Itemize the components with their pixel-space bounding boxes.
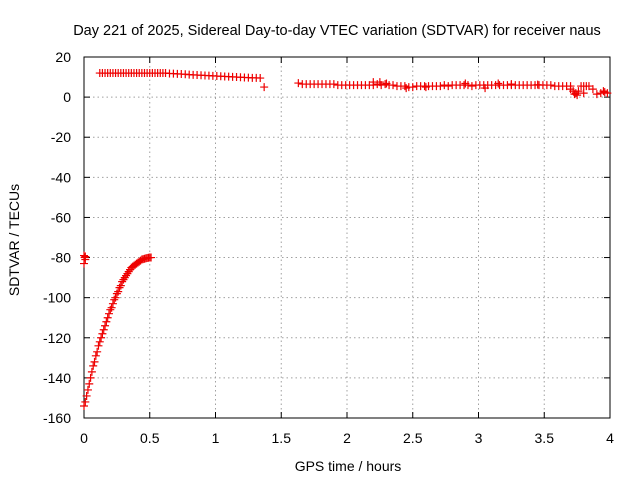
data-point-marker — [119, 275, 128, 284]
data-point-marker — [421, 83, 430, 92]
data-point-marker — [546, 81, 555, 90]
data-point-marker — [118, 277, 127, 286]
x-tick-label: 2.5 — [403, 430, 423, 446]
data-point-marker — [95, 337, 104, 346]
data-point-marker — [256, 74, 265, 83]
data-point-marker — [97, 333, 106, 342]
data-point-marker — [400, 82, 409, 91]
data-point-marker — [147, 253, 156, 262]
data-point-marker — [83, 385, 92, 394]
y-tick-label: 0 — [63, 89, 71, 105]
x-axis-label: GPS time / hours — [295, 458, 402, 474]
data-point-marker — [467, 82, 476, 91]
y-tick-label: -120 — [43, 330, 71, 346]
data-point-marker — [436, 82, 445, 91]
data-point-marker — [106, 305, 115, 314]
data-point-marker — [120, 273, 129, 282]
data-point-marker — [101, 321, 110, 330]
data-point-marker — [375, 78, 384, 87]
data-point-marker — [122, 271, 131, 280]
data-point-marker — [98, 329, 107, 338]
data-point-marker — [102, 317, 111, 326]
data-points — [80, 69, 612, 410]
data-point-marker — [104, 309, 113, 318]
y-axis-label: SDTVAR / TECUs — [6, 184, 22, 296]
data-point-marker — [94, 341, 103, 350]
data-point-marker — [408, 83, 417, 92]
x-tick-label: 3 — [475, 430, 483, 446]
x-tick-label: 4 — [606, 430, 614, 446]
data-point-marker — [124, 267, 133, 276]
x-tick-label: 0 — [80, 430, 88, 446]
data-point-marker — [86, 373, 95, 382]
data-point-marker — [107, 303, 116, 312]
data-point-marker — [90, 357, 99, 366]
data-point-marker — [533, 80, 542, 89]
data-point-marker — [81, 252, 90, 261]
data-point-marker — [115, 283, 124, 292]
gridlines — [84, 57, 610, 418]
data-point-marker — [579, 89, 588, 98]
data-point-marker — [114, 287, 123, 296]
data-point-marker — [260, 83, 269, 92]
data-point-marker — [440, 81, 449, 90]
x-tick-label: 3.5 — [535, 430, 555, 446]
y-tick-label: -40 — [51, 169, 71, 185]
data-point-marker — [444, 82, 453, 91]
data-point-marker — [110, 295, 119, 304]
data-point-marker — [599, 87, 608, 96]
data-point-marker — [592, 90, 601, 99]
y-tick-label: -60 — [51, 209, 71, 225]
data-point-marker — [89, 361, 98, 370]
y-tick-label: -140 — [43, 370, 71, 386]
data-point-marker — [91, 351, 100, 360]
data-point-marker — [461, 79, 470, 88]
data-point-marker — [80, 401, 88, 410]
data-point-marker — [103, 313, 112, 322]
data-point-marker — [123, 269, 132, 278]
data-point-marker — [381, 80, 390, 89]
data-point-marker — [566, 85, 575, 94]
data-point-marker — [507, 80, 516, 89]
data-point-marker — [80, 253, 89, 262]
plot-frame — [83, 56, 611, 419]
data-point-marker — [82, 391, 91, 400]
data-point-marker — [603, 89, 612, 98]
data-point-marker — [108, 299, 117, 308]
y-tick-label: -80 — [51, 250, 71, 266]
x-tick-label: 1.5 — [272, 430, 292, 446]
x-tick-label: 1 — [212, 430, 220, 446]
data-point-marker — [116, 281, 125, 290]
y-tick-label: -100 — [43, 290, 71, 306]
axes: 0 0.5 1 1.5 2 2.5 3 3.5 4 20 0 -20 -40 -60 -80 -100 -120… — [43, 49, 614, 446]
data-point-marker — [111, 293, 120, 302]
x-tick-label: 0.5 — [140, 430, 160, 446]
y-tick-label: 20 — [55, 49, 71, 65]
data-point-marker — [85, 379, 94, 388]
y-tick-label: -20 — [51, 129, 71, 145]
x-tick-label: 2 — [343, 430, 351, 446]
data-point-marker — [382, 79, 391, 88]
data-point-marker — [87, 367, 96, 376]
data-point-marker — [389, 81, 398, 90]
data-point-marker — [81, 397, 90, 406]
chart-title: Day 221 of 2025, Sidereal Day-to-day VTE… — [73, 23, 601, 39]
data-point-marker — [588, 85, 597, 94]
data-point-marker — [402, 84, 411, 93]
data-point-marker — [481, 84, 490, 93]
data-point-marker — [573, 91, 582, 100]
data-point-marker — [329, 80, 338, 89]
y-tick-label: -160 — [43, 410, 71, 426]
data-point-marker — [112, 289, 121, 298]
data-point-marker — [99, 325, 108, 334]
data-point-marker — [494, 79, 503, 88]
data-point-marker — [294, 79, 303, 88]
data-point-marker — [80, 259, 88, 268]
data-point-marker — [80, 251, 88, 260]
data-point-marker — [93, 347, 102, 356]
